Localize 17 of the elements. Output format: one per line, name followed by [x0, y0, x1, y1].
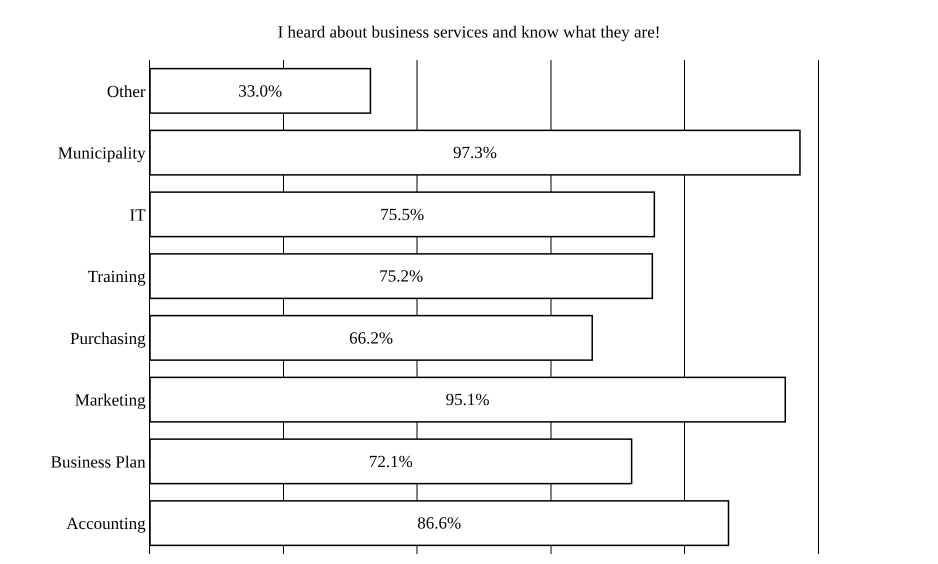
y-tick-label: Purchasing	[70, 328, 146, 348]
data-label: 97.3%	[453, 143, 497, 162]
y-tick-label: Other	[106, 82, 146, 101]
data-label: 86.6%	[417, 514, 462, 533]
y-tick-label: Municipality	[58, 144, 146, 163]
data-label: 72.1%	[368, 452, 413, 471]
y-tick-label: Training	[88, 267, 146, 286]
data-label: 33.0%	[238, 81, 282, 100]
chart-title: I heard about business services and know what they are!	[278, 22, 660, 42]
data-label: 75.2%	[379, 266, 424, 286]
data-label: 95.1%	[446, 390, 490, 410]
y-tick-label: IT	[130, 205, 146, 224]
data-label: 75.5%	[380, 204, 424, 224]
y-tick-label: Accounting	[66, 514, 146, 534]
y-tick-label: Marketing	[74, 390, 146, 410]
y-tick-label: Business Plan	[50, 452, 146, 472]
data-label: 66.2%	[349, 328, 394, 348]
